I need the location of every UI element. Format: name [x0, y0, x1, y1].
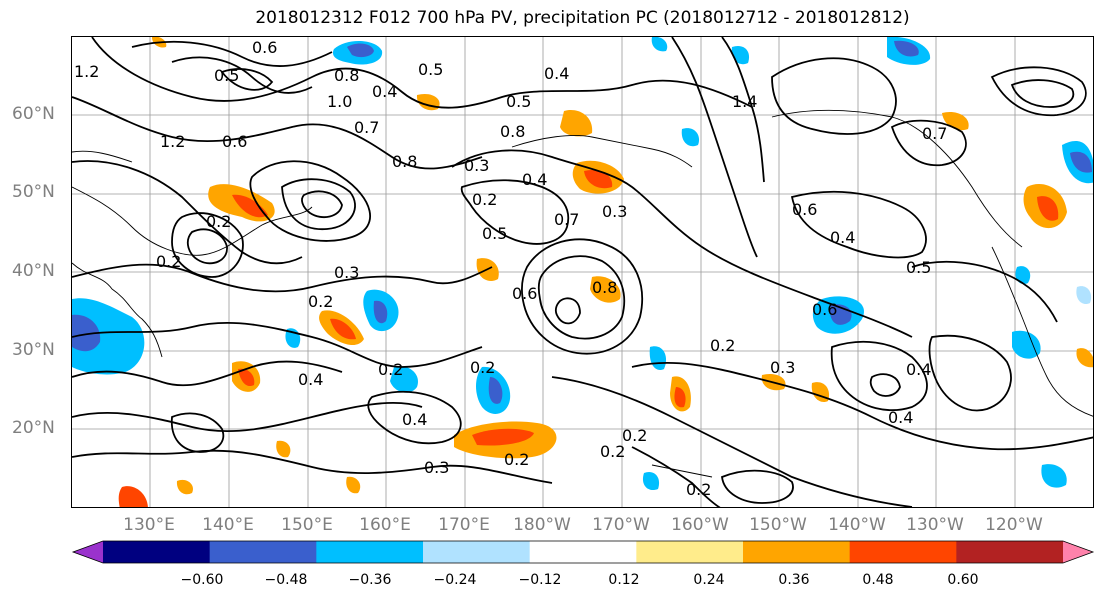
- lon-label-150e: 150°E: [281, 515, 333, 535]
- lon-label-140e: 140°E: [202, 515, 254, 535]
- colorbar-tick: −0.36: [348, 572, 392, 588]
- contour-label: 1.2: [160, 132, 185, 151]
- lat-label-20n: 20°N: [12, 418, 55, 438]
- lat-label-30n: 30°N: [12, 340, 55, 360]
- lon-label-130e: 130°E: [123, 515, 175, 535]
- colorbar-tick: 0.12: [608, 572, 640, 588]
- contour-label: 1.2: [74, 62, 99, 81]
- contour-label: 0.3: [424, 458, 449, 477]
- contour-label: 0.6: [222, 132, 247, 151]
- colorbar-cells: [71, 540, 1095, 564]
- contour-label: 0.8: [334, 66, 359, 85]
- colorbar-cell: [1063, 541, 1093, 563]
- colorbar-tick: 0.24: [693, 572, 725, 588]
- contour-label: 0.6: [812, 300, 837, 319]
- colorbar-cell: [743, 541, 851, 563]
- lon-label-180w: 180°W: [513, 515, 571, 535]
- colorbar-cell: [849, 541, 957, 563]
- contour-label: 0.2: [308, 292, 333, 311]
- contour-label: 0.6: [252, 38, 277, 57]
- contour-label: 0.4: [372, 82, 397, 101]
- lon-label-160w: 160°W: [671, 515, 729, 535]
- contour-label: 0.2: [504, 450, 529, 469]
- contour-label: 0.2: [600, 442, 625, 461]
- contour-label: 1.4: [732, 92, 757, 111]
- colorbar-cell: [73, 541, 103, 563]
- colorbar-cell: [103, 541, 211, 563]
- contour-label: 0.2: [710, 336, 735, 355]
- contour-label: 0.5: [418, 60, 443, 79]
- map-panel: 0.6 0.5 0.8 0.5 1.0 0.4 1.2 1.2 0.7 0.8 …: [71, 36, 1094, 508]
- lon-label-170e: 170°E: [438, 515, 490, 535]
- contour-label: 1.0: [327, 92, 352, 111]
- contour-label: 0.5: [906, 258, 931, 277]
- lat-label-40n: 40°N: [12, 261, 55, 281]
- contour-label: 0.2: [622, 426, 647, 445]
- contour-label: 0.3: [464, 156, 489, 175]
- contour-label: 0.7: [354, 118, 379, 137]
- lon-label-130w: 130°W: [906, 515, 964, 535]
- lon-label-150w: 150°W: [749, 515, 807, 535]
- colorbar-tick: −0.48: [264, 572, 308, 588]
- map-title: 2018012312 F012 700 hPa PV, precipitatio…: [255, 8, 910, 28]
- contour-label: 0.3: [770, 358, 795, 377]
- contour-label: 0.2: [206, 212, 231, 231]
- contour-label: 0.5: [506, 92, 531, 111]
- contour-label: 0.2: [378, 360, 403, 379]
- contour-label: 0.4: [402, 410, 427, 429]
- lat-label-50n: 50°N: [12, 182, 55, 202]
- pv-contours: [72, 37, 1093, 507]
- contour-label: 0.7: [922, 124, 947, 143]
- colorbar-tick: −0.60: [180, 572, 224, 588]
- colorbar: [71, 540, 1095, 564]
- contour-label: 0.8: [592, 278, 617, 297]
- precip-positive-shading: [118, 37, 1093, 507]
- colorbar-cell: [316, 541, 424, 563]
- map-canvas: 0.6 0.5 0.8 0.5 1.0 0.4 1.2 1.2 0.7 0.8 …: [72, 37, 1093, 507]
- contour-label: 0.4: [906, 360, 931, 379]
- coastlines: [72, 109, 1093, 478]
- contour-label: 0.5: [214, 66, 239, 85]
- colorbar-tick: −0.24: [433, 572, 477, 588]
- colorbar-cell: [636, 541, 744, 563]
- contour-label: 0.4: [522, 170, 547, 189]
- lon-label-160e: 160°E: [359, 515, 411, 535]
- contour-label: 0.2: [686, 480, 711, 499]
- colorbar-cell: [956, 541, 1064, 563]
- lon-label-140w: 140°W: [828, 515, 886, 535]
- colorbar-tick: −0.12: [518, 572, 562, 588]
- colorbar-tick: 0.48: [862, 572, 894, 588]
- contour-label: 0.4: [888, 408, 913, 427]
- contour-label: 0.4: [544, 64, 569, 83]
- colorbar-cell: [209, 541, 317, 563]
- contour-label: 0.3: [334, 263, 359, 282]
- contour-label: 0.6: [512, 284, 537, 303]
- precip-negative-shading: [72, 37, 1093, 491]
- lon-label-120w: 120°W: [985, 515, 1043, 535]
- contour-label: 0.2: [156, 252, 181, 271]
- contour-label: 0.5: [482, 224, 507, 243]
- colorbar-cell: [529, 541, 637, 563]
- contour-label: 0.7: [554, 210, 579, 229]
- colorbar-outline: [71, 540, 1095, 564]
- colorbar-tick: 0.60: [947, 572, 979, 588]
- contour-label: 0.8: [392, 152, 417, 171]
- contour-label: 0.4: [298, 370, 323, 389]
- contour-label: 0.4: [830, 228, 855, 247]
- contour-label: 0.2: [472, 190, 497, 209]
- contour-label: 0.6: [792, 200, 817, 219]
- graticule: [72, 37, 1093, 507]
- contour-labels: 0.6 0.5 0.8 0.5 1.0 0.4 1.2 1.2 0.7 0.8 …: [74, 38, 947, 499]
- contour-label: 0.3: [602, 202, 627, 221]
- lat-label-60n: 60°N: [12, 104, 55, 124]
- lon-label-170w: 170°W: [592, 515, 650, 535]
- colorbar-tick: 0.36: [778, 572, 810, 588]
- contour-label: 0.8: [500, 122, 525, 141]
- contour-label: 0.2: [470, 358, 495, 377]
- colorbar-cell: [423, 541, 531, 563]
